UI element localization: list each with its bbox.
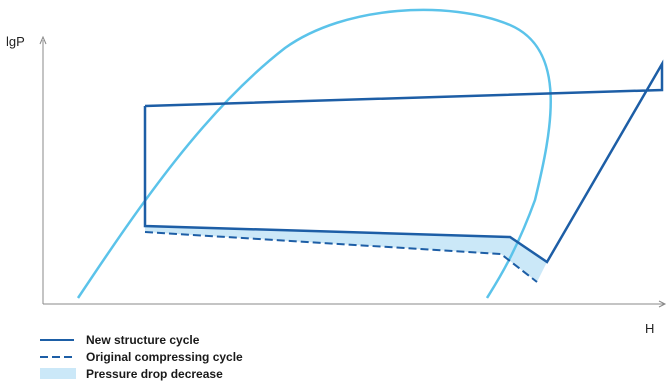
legend-item-original-cycle: Original compressing cycle [40,348,243,365]
legend-item-pressure-drop: Pressure drop decrease [40,365,243,382]
y-axis-label: lgP [6,34,25,49]
area-swatch [40,368,76,379]
y-axis-arrow [39,35,47,45]
x-axis-arrow [658,300,667,308]
legend-label-pressure-drop: Pressure drop decrease [86,366,223,381]
dashed-line-swatch [40,351,76,363]
legend: New structure cycle Original compressing… [40,331,243,382]
x-axis-label: H [645,321,654,336]
new-structure-cycle [143,59,664,264]
saturation-dome [76,8,552,299]
pressure-drop-area [145,226,547,282]
solid-line-swatch [40,334,76,346]
legend-label-original-cycle: Original compressing cycle [86,349,243,364]
original-compressing-cycle [144,231,538,283]
legend-item-new-cycle: New structure cycle [40,331,243,348]
legend-label-new-cycle: New structure cycle [86,332,200,347]
